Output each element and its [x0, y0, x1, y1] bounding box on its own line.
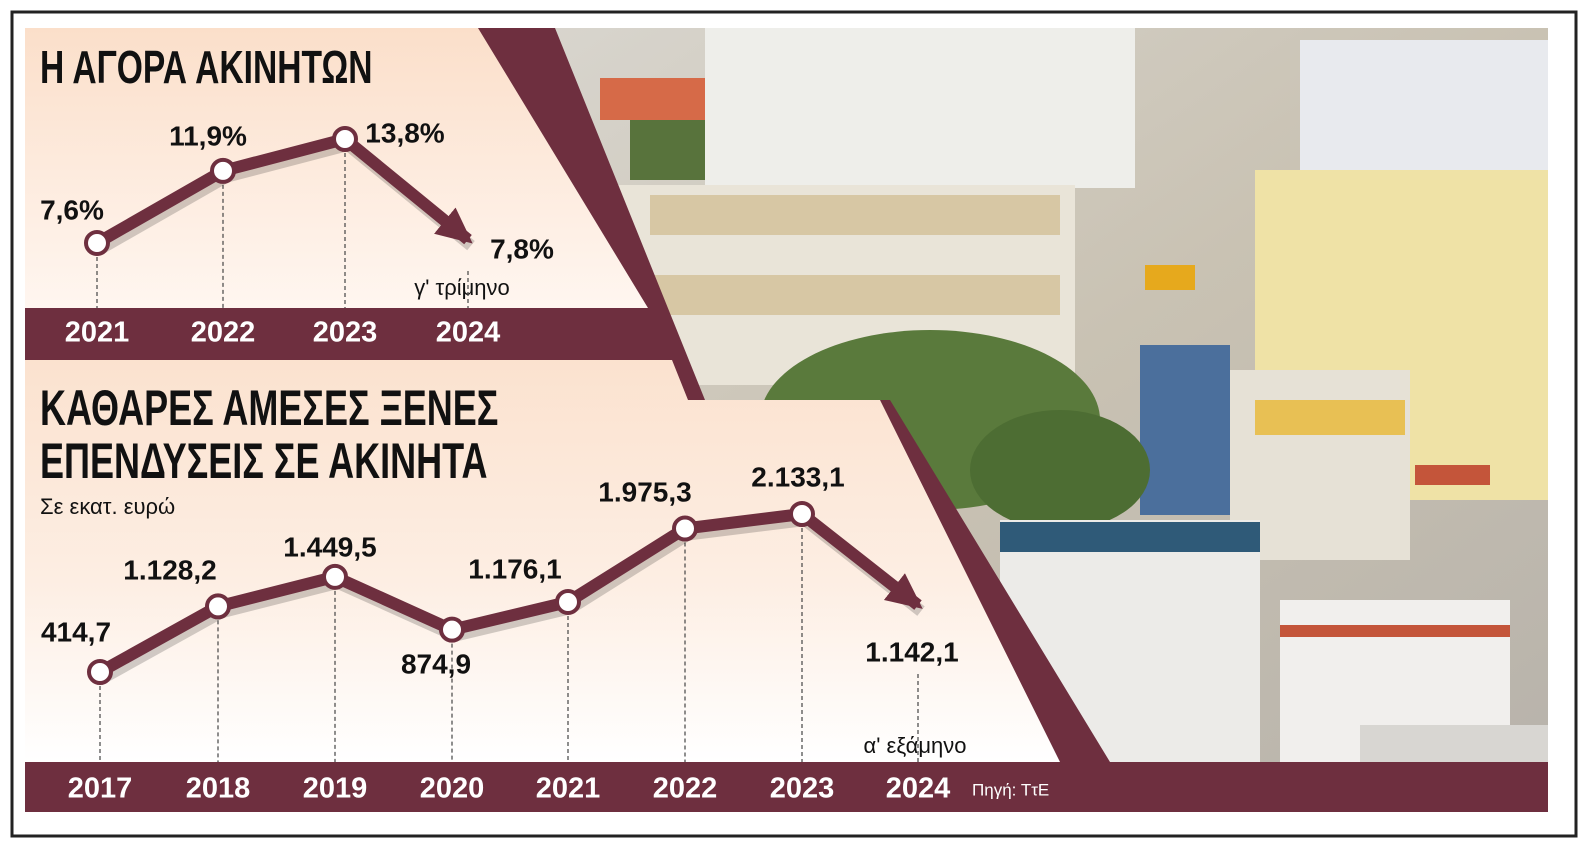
x-tick-label: 2020 [420, 773, 485, 805]
chart-title: Η ΑΓΟΡΑ ΑΚΙΝΗΤΩΝ [40, 41, 373, 93]
point [84, 230, 110, 256]
x-tick-label: 2021 [536, 773, 601, 805]
point [322, 563, 348, 590]
x-tick-label: 2024 [436, 317, 501, 349]
line-shadow [100, 514, 925, 684]
annotation: α' εξάμηνο [864, 733, 967, 758]
value-label: 1.176,1 [468, 553, 561, 584]
value-label: 11,9% [169, 120, 247, 151]
annotation: γ' τρίμηνο [414, 275, 510, 300]
line [97, 508, 923, 678]
subtitle: Σε εκατ. ευρώ [40, 494, 175, 519]
point [672, 515, 698, 542]
x-tick-label: 2023 [313, 317, 378, 349]
value-label: 2.133,1 [751, 461, 844, 492]
value-label: 7,8% [490, 233, 554, 264]
year-band [25, 762, 1548, 812]
point [210, 157, 236, 184]
x-tick-label: 2017 [68, 773, 133, 805]
point [555, 588, 581, 615]
value-label: 1.975,3 [598, 476, 691, 507]
value-label: 13,8% [365, 117, 444, 148]
value-label: 414,7 [41, 616, 111, 647]
point [439, 616, 465, 643]
x-tick-label: 2023 [770, 773, 835, 805]
point [332, 126, 358, 152]
value-label: 1.449,5 [283, 531, 376, 562]
line [94, 133, 473, 249]
value-label: 1.142,1 [865, 636, 958, 667]
chart-title: ΚΑΘΑΡΕΣ ΑΜΕΣΕΣ ΞΕΝΕΣ ΕΠΕΝΔΥΣΕΙΣ ΣΕ ΑΚΙΝΗ… [40, 380, 499, 489]
panel [25, 28, 648, 308]
panel [25, 360, 1060, 762]
x-tick-label: 2018 [186, 773, 251, 805]
value-label: 1.128,2 [123, 554, 216, 585]
frame [10, 10, 1578, 838]
source: Πηγή: ΤτΕ [972, 780, 1049, 799]
x-tick-label: 2022 [653, 773, 718, 805]
x-tick-label: 2021 [65, 317, 130, 349]
point [87, 659, 113, 685]
value-label: 7,6% [40, 194, 104, 225]
x-tick-label: 2024 [886, 773, 951, 805]
value-label: 874,9 [401, 648, 471, 679]
point [205, 593, 231, 620]
year-band [25, 308, 560, 357]
x-tick-label: 2019 [303, 773, 368, 805]
x-tick-label: 2022 [191, 317, 256, 349]
point [789, 501, 815, 527]
